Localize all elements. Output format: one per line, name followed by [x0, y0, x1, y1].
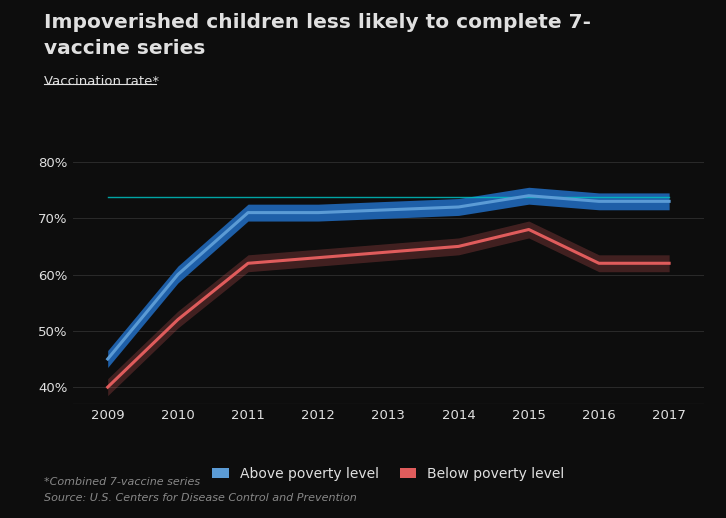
- Text: Impoverished children less likely to complete 7-: Impoverished children less likely to com…: [44, 13, 590, 32]
- Text: Vaccination rate*: Vaccination rate*: [44, 75, 159, 88]
- Legend: Above poverty level, Below poverty level: Above poverty level, Below poverty level: [208, 463, 569, 485]
- Text: *Combined 7-vaccine series: *Combined 7-vaccine series: [44, 477, 200, 487]
- Text: Source: U.S. Centers for Disease Control and Prevention: Source: U.S. Centers for Disease Control…: [44, 494, 356, 503]
- Text: vaccine series: vaccine series: [44, 39, 205, 58]
